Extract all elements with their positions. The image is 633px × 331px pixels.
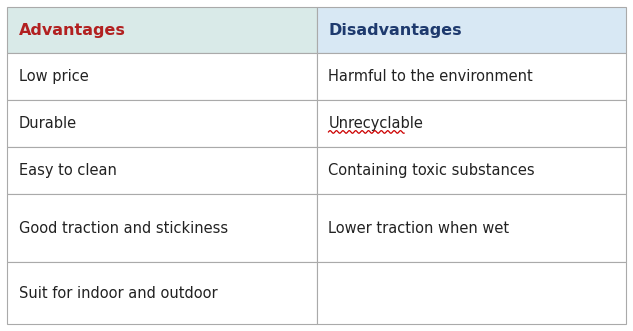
Bar: [7, 53, 316, 100]
Text: Low price: Low price: [19, 69, 89, 84]
Bar: [7, 100, 316, 147]
Bar: [316, 194, 626, 262]
Bar: [7, 262, 316, 324]
Bar: [7, 7, 316, 53]
Text: Advantages: Advantages: [19, 23, 126, 37]
Text: Good traction and stickiness: Good traction and stickiness: [19, 220, 228, 236]
Text: Unrecyclable: Unrecyclable: [329, 116, 423, 131]
Text: Durable: Durable: [19, 116, 77, 131]
Bar: [7, 147, 316, 194]
Bar: [316, 53, 626, 100]
Text: Containing toxic substances: Containing toxic substances: [329, 163, 535, 178]
Text: Harmful to the environment: Harmful to the environment: [329, 69, 533, 84]
Bar: [316, 7, 626, 53]
Text: Lower traction when wet: Lower traction when wet: [329, 220, 510, 236]
Bar: [316, 100, 626, 147]
Bar: [7, 194, 316, 262]
Text: Suit for indoor and outdoor: Suit for indoor and outdoor: [19, 286, 218, 301]
Text: Disadvantages: Disadvantages: [329, 23, 462, 37]
Bar: [316, 262, 626, 324]
Text: Easy to clean: Easy to clean: [19, 163, 117, 178]
Bar: [316, 147, 626, 194]
